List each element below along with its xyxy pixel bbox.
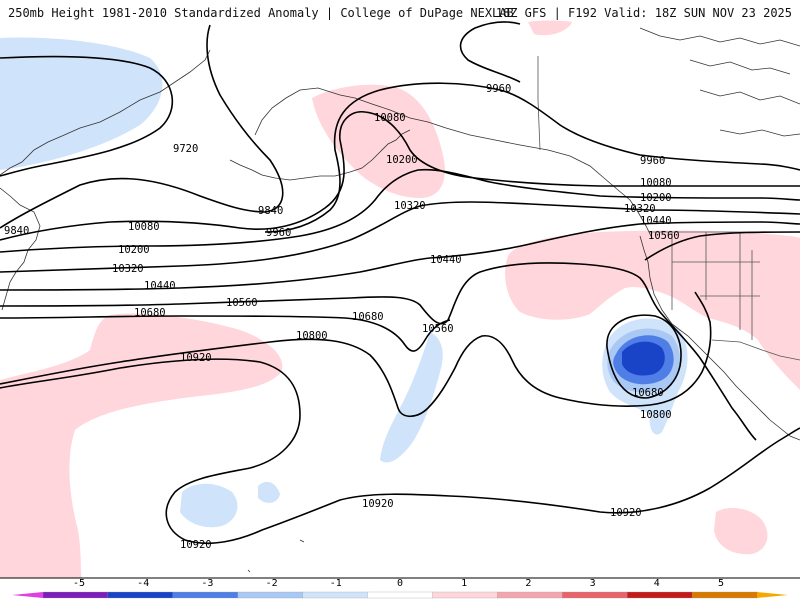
- coastlines: [0, 27, 800, 573]
- contour-label-9960: 9960: [266, 227, 291, 239]
- anomaly-shading: [0, 20, 800, 578]
- neg-anomaly-low-3sd: [622, 341, 665, 376]
- contour-label-10200: 10200: [118, 244, 150, 256]
- contour-label-10800: 10800: [640, 409, 672, 421]
- neg-anomaly-northwest: [0, 37, 163, 171]
- contour-label-10080: 10080: [640, 177, 672, 189]
- pos-anomaly-southeast: [714, 508, 768, 555]
- contour-label-10800: 10800: [296, 330, 328, 342]
- contour-label-9720: 9720: [173, 143, 198, 155]
- colorbar-swatch: [367, 591, 434, 599]
- neg-anomaly-south-2: [258, 481, 280, 503]
- colorbar-swatch: [432, 591, 499, 599]
- contour-10080: [0, 111, 800, 241]
- pos-anomaly-alaska: [312, 84, 445, 198]
- contour-label-9840: 9840: [4, 225, 29, 237]
- contour-label-10560: 10560: [422, 323, 454, 335]
- contour-label-10680: 10680: [632, 387, 664, 399]
- map-title: 250mb Height 1981-2010 Standardized Anom…: [8, 6, 514, 20]
- contour-label-9840: 9840: [258, 205, 283, 217]
- contour-label-9960: 9960: [640, 155, 665, 167]
- colorbar-swatch: [302, 591, 369, 599]
- coast-aleutians: [229, 129, 411, 181]
- colorbar-swatch: [237, 591, 304, 599]
- neg-anomaly-south-1: [180, 483, 238, 528]
- colorbar-end-left: [12, 592, 43, 598]
- contour-label-10320: 10320: [394, 200, 426, 212]
- border-alaska-canada: [537, 56, 541, 151]
- contour-label-10560: 10560: [648, 230, 680, 242]
- border-us-mexico: [711, 339, 800, 361]
- colorbar-tick-label: -1: [330, 578, 342, 589]
- colorbar-tick-label: -2: [266, 578, 278, 589]
- contour-10200: [0, 168, 800, 253]
- border-states: [650, 231, 800, 340]
- contour-10440: [0, 221, 800, 291]
- contour-label-10080: 10080: [374, 112, 406, 124]
- colorbar-tick-label: 0: [397, 578, 403, 589]
- colorbar-swatch: [497, 591, 563, 599]
- contour-10680: [0, 314, 682, 399]
- contour-label-10080: 10080: [128, 221, 160, 233]
- contour-label-10560: 10560: [226, 297, 258, 309]
- contour-label-10920: 10920: [180, 539, 212, 551]
- contour-label-10320: 10320: [112, 263, 144, 275]
- coast-asia: [0, 49, 211, 176]
- coast-us-west: [639, 235, 800, 441]
- contour-9720: [0, 55, 174, 177]
- contour-9960: [264, 82, 800, 233]
- neg-anomaly-central: [380, 332, 443, 463]
- contour-10560-east: [644, 231, 800, 261]
- colorbar-end-right: [757, 592, 788, 598]
- contour-label-10440: 10440: [430, 254, 462, 266]
- contour-10800: [0, 291, 712, 418]
- contour-10920: [0, 358, 800, 545]
- pos-anomaly-pacific-east: [505, 230, 800, 390]
- contour-9840: [0, 24, 284, 229]
- contour-label-10440: 10440: [640, 215, 672, 227]
- contour-label-10200: 10200: [386, 154, 418, 166]
- colorbar-tick-label: 4: [654, 578, 660, 589]
- contour-label-9960: 9960: [486, 83, 511, 95]
- colorbar-swatch: [627, 591, 693, 599]
- colorbar-swatch: [42, 591, 109, 599]
- pos-anomaly-west: [0, 313, 283, 578]
- colorbar-tick-label: -4: [137, 578, 149, 589]
- colorbar-swatch: [562, 591, 628, 599]
- colorbar-swatch: [107, 591, 174, 599]
- coast-japan: [0, 187, 41, 311]
- colorbar: -5 -4 -3 -2 -1 0 1 2 3 4 5: [12, 578, 788, 599]
- contour-label-10440: 10440: [144, 280, 176, 292]
- contour-labels: 9720 9840 9840 9960 9960 9960 10080 1008…: [4, 83, 680, 551]
- islands-hawaii: [247, 539, 305, 573]
- contour-label-10920: 10920: [362, 498, 394, 510]
- colorbar-swatch: [691, 591, 758, 599]
- colorbar-tick-label: 1: [461, 578, 467, 589]
- colorbar-tick-label: 5: [718, 578, 724, 589]
- contour-label-10680: 10680: [134, 307, 166, 319]
- colorbar-swatch: [172, 591, 239, 599]
- contour-10560: [0, 262, 757, 441]
- coast-arctic-canada: [639, 27, 800, 137]
- contour-9960-north: [459, 21, 521, 83]
- coast-alaska: [254, 87, 653, 239]
- colorbar-tick-label: -5: [73, 578, 85, 589]
- height-contours: [0, 21, 800, 545]
- colorbar-tick-label: 2: [525, 578, 531, 589]
- pos-anomaly-top: [528, 20, 572, 36]
- contour-label-10920: 10920: [180, 352, 212, 364]
- colorbar-tick-label: -3: [201, 578, 213, 589]
- colorbar-tick-label: 3: [590, 578, 596, 589]
- contour-10320: [0, 201, 800, 273]
- contour-label-10680: 10680: [352, 311, 384, 323]
- valid-time: 18Z GFS | F192 Valid: 18Z SUN NOV 23 202…: [495, 6, 792, 20]
- contour-label-10200: 10200: [640, 192, 672, 204]
- contour-label-10320: 10320: [624, 203, 656, 215]
- contour-label-10920: 10920: [610, 507, 642, 519]
